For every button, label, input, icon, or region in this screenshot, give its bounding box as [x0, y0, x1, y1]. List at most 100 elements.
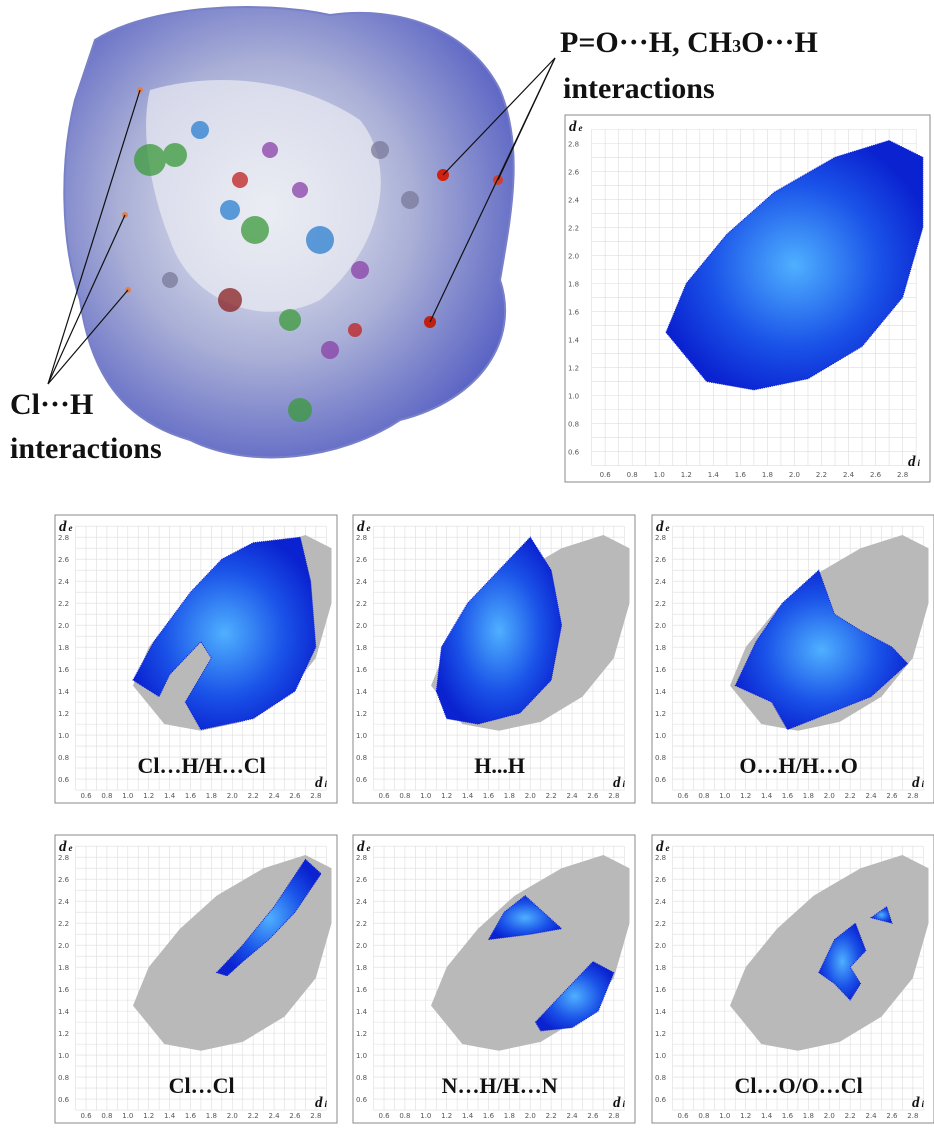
x-tick-label: 1.4 — [164, 1112, 176, 1120]
y-tick-label: 2.4 — [655, 898, 667, 906]
x-tick-label: 1.6 — [185, 792, 197, 800]
x-tick-label: 2.8 — [907, 792, 918, 800]
x-tick-label: 2.0 — [789, 471, 800, 479]
y-tick-label: 1.6 — [568, 308, 580, 316]
y-tick-label: 0.6 — [58, 1096, 70, 1104]
annotation: P=O···H, CH3O···H — [560, 26, 818, 59]
x-tick-label: 0.6 — [80, 1112, 92, 1120]
y-tick-label: 1.8 — [568, 280, 579, 288]
x-tick-label: 1.0 — [719, 1112, 730, 1120]
y-tick-label: 1.4 — [58, 688, 70, 696]
y-tick-label: 2.0 — [58, 942, 69, 950]
fingerprint-plot: 0.60.60.80.81.01.01.21.21.41.41.61.61.81… — [353, 515, 635, 803]
x-tick-label: 0.8 — [627, 471, 638, 479]
x-tick-label: 1.6 — [483, 792, 495, 800]
x-tick-label: 2.6 — [587, 1112, 599, 1120]
annotation-text: O···H — [741, 26, 818, 59]
y-tick-label: 1.0 — [58, 1052, 69, 1060]
x-tick-label: 1.8 — [762, 471, 773, 479]
y-tick-label: 2.8 — [58, 854, 69, 862]
y-tick-label: 2.2 — [356, 920, 367, 928]
x-tick-label: 0.6 — [378, 792, 390, 800]
axis-symbol: d — [357, 839, 365, 855]
y-tick-label: 2.6 — [58, 556, 70, 564]
x-tick-label: 0.6 — [677, 792, 689, 800]
y-tick-label: 1.4 — [58, 1008, 70, 1016]
x-tick-label: 2.6 — [289, 792, 301, 800]
y-tick-label: 1.8 — [58, 964, 69, 972]
y-tick-label: 2.4 — [568, 196, 580, 204]
annotation: interactions — [10, 432, 162, 465]
x-tick-label: 2.2 — [546, 1112, 557, 1120]
y-tick-label: 2.8 — [356, 534, 367, 542]
x-tick-label: 2.8 — [310, 1112, 321, 1120]
y-tick-label: 2.0 — [655, 622, 666, 630]
y-tick-label: 2.4 — [58, 898, 70, 906]
x-tick-label: 1.0 — [719, 792, 730, 800]
fingerprint-plot: 0.60.60.80.81.01.01.21.21.41.41.61.61.81… — [565, 115, 930, 482]
x-tick-label: 2.6 — [870, 471, 882, 479]
annotation-text: P=O···H, CH — [560, 26, 732, 59]
panel-label: H...H — [474, 753, 525, 778]
x-tick-label: 2.0 — [525, 1112, 536, 1120]
fingerprint-plot: 0.60.60.80.81.01.01.21.21.41.41.61.61.81… — [652, 835, 934, 1123]
y-tick-label: 2.0 — [58, 622, 69, 630]
y-tick-label: 2.2 — [356, 600, 367, 608]
x-tick-label: 1.4 — [761, 1112, 773, 1120]
x-tick-label: 2.0 — [824, 792, 835, 800]
axis-symbol: d — [912, 1095, 920, 1111]
axis-symbol: d — [912, 775, 920, 791]
x-tick-label: 1.4 — [462, 792, 474, 800]
x-tick-label: 0.6 — [600, 471, 612, 479]
y-tick-label: 0.8 — [356, 754, 367, 762]
axis-symbol: d — [613, 775, 621, 791]
y-tick-label: 2.8 — [568, 140, 579, 148]
axis-symbol: d — [315, 1095, 323, 1111]
y-tick-label: 1.2 — [655, 710, 666, 718]
fingerprint-plot: 0.60.60.80.81.01.01.21.21.41.41.61.61.81… — [652, 515, 934, 803]
y-tick-label: 0.8 — [568, 421, 579, 429]
x-tick-label: 1.2 — [681, 471, 692, 479]
axis-symbol: d — [357, 519, 365, 535]
y-tick-label: 2.4 — [655, 578, 667, 586]
y-tick-label: 1.0 — [58, 732, 69, 740]
x-tick-label: 2.6 — [587, 792, 599, 800]
x-tick-label: 2.4 — [268, 792, 280, 800]
axis-subscript: e — [666, 843, 670, 853]
x-tick-label: 0.8 — [698, 1112, 709, 1120]
y-tick-label: 1.4 — [655, 688, 667, 696]
x-tick-label: 2.8 — [310, 792, 321, 800]
axis-subscript: e — [579, 123, 583, 133]
x-tick-label: 2.2 — [546, 792, 557, 800]
y-tick-label: 2.2 — [58, 920, 69, 928]
x-tick-label: 2.6 — [886, 1112, 898, 1120]
y-tick-label: 2.8 — [655, 854, 666, 862]
annotation: interactions — [563, 72, 715, 105]
x-tick-label: 1.8 — [803, 792, 814, 800]
axis-symbol: d — [613, 1095, 621, 1111]
y-tick-label: 1.0 — [568, 392, 579, 400]
x-tick-label: 1.0 — [420, 1112, 431, 1120]
x-tick-label: 0.8 — [399, 792, 410, 800]
x-tick-label: 2.0 — [824, 1112, 835, 1120]
fingerprint-plot: 0.60.60.80.81.01.01.21.21.41.41.61.61.81… — [353, 835, 635, 1123]
x-tick-label: 1.8 — [504, 1112, 515, 1120]
x-tick-label: 2.8 — [907, 1112, 918, 1120]
y-tick-label: 1.8 — [58, 644, 69, 652]
annotation: Cl···H — [10, 388, 93, 421]
y-tick-label: 1.8 — [356, 964, 367, 972]
y-tick-label: 2.2 — [568, 224, 579, 232]
y-tick-label: 1.0 — [655, 1052, 666, 1060]
y-tick-label: 2.4 — [58, 578, 70, 586]
y-tick-label: 0.8 — [58, 754, 69, 762]
y-tick-label: 2.6 — [356, 556, 368, 564]
hirshfeld-surface — [64, 7, 513, 457]
x-tick-label: 1.6 — [782, 792, 794, 800]
axis-symbol: d — [315, 775, 323, 791]
x-tick-label: 1.2 — [441, 1112, 452, 1120]
y-tick-label: 2.8 — [655, 534, 666, 542]
y-tick-label: 1.2 — [568, 364, 579, 372]
x-tick-label: 0.8 — [101, 1112, 112, 1120]
axis-subscript: e — [666, 523, 670, 533]
x-tick-label: 1.2 — [740, 792, 751, 800]
